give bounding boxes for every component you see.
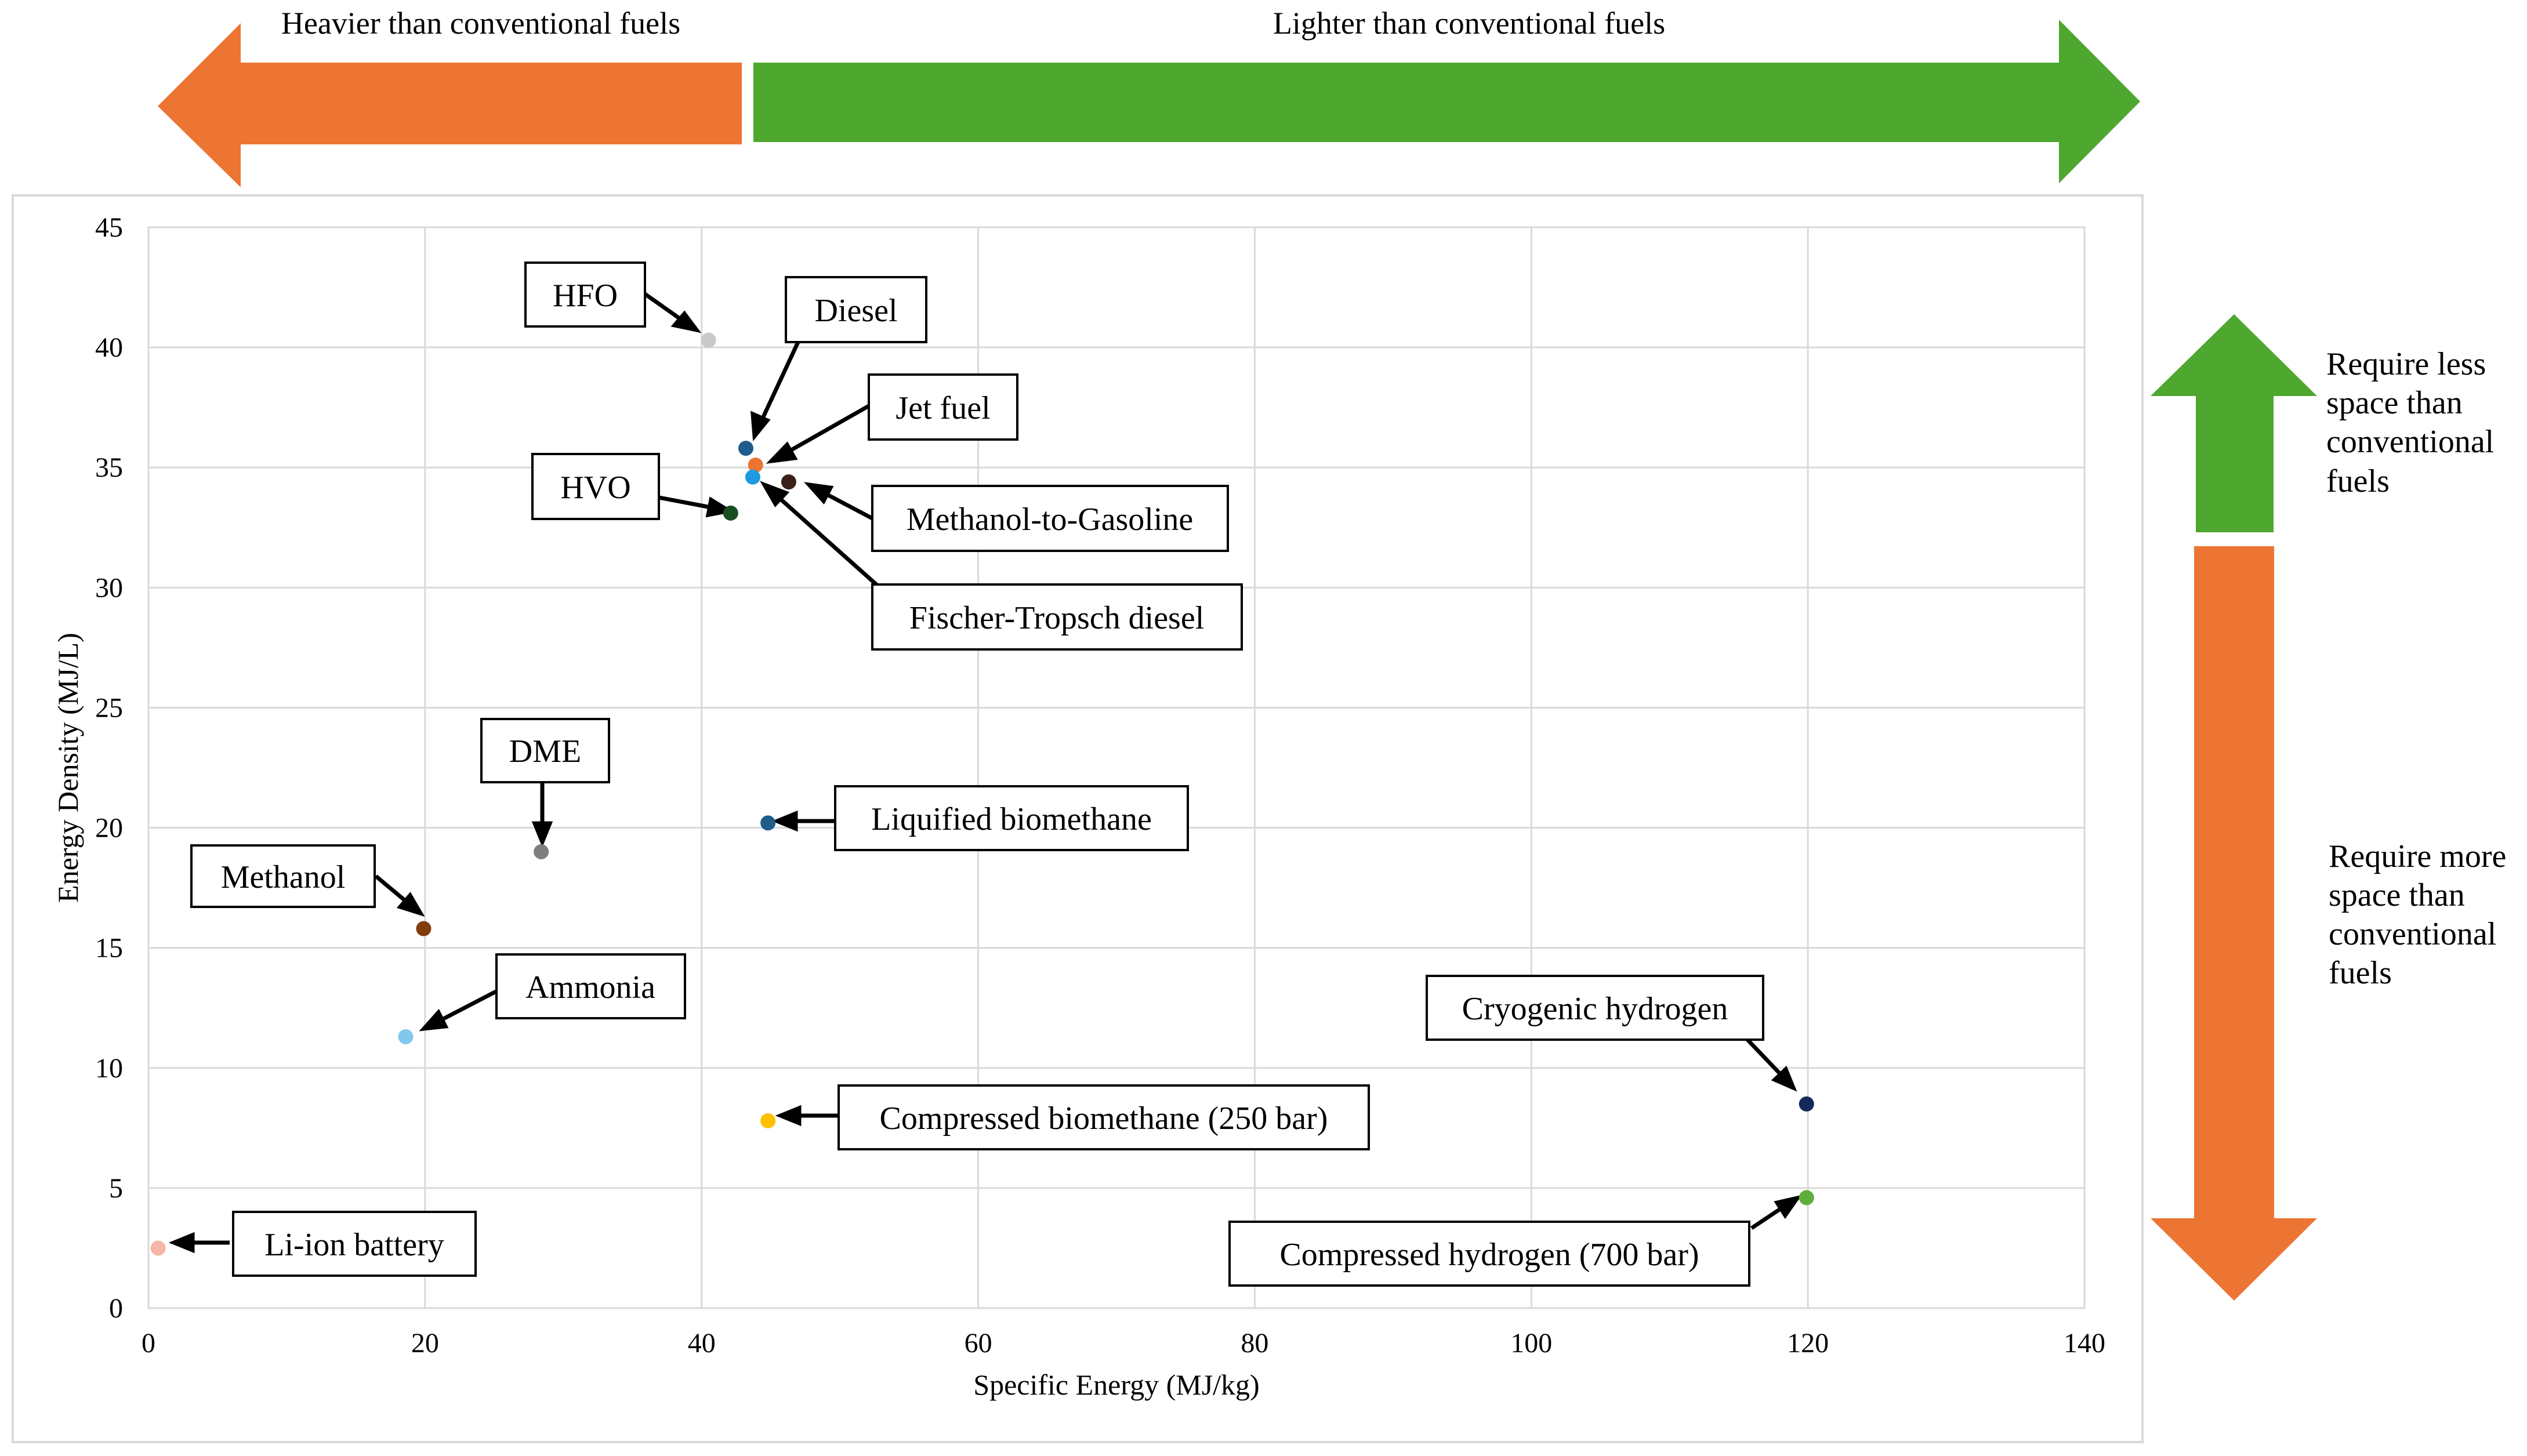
arrow-mtg <box>804 482 873 521</box>
point-liquified-biomethane <box>760 815 776 831</box>
less-space-line-3: conventional <box>2326 424 2494 460</box>
x-tick-label: 40 <box>688 1328 716 1359</box>
arrow-liquified-biomethane <box>771 810 835 832</box>
callout-liquified-biomethane-label: Liquified biomethane <box>871 801 1152 837</box>
callout-ammonia: Ammonia <box>495 953 686 1019</box>
callout-hfo: HFO <box>524 262 646 328</box>
callout-ammonia-label: Ammonia <box>525 970 655 1005</box>
more-space-line-2: space than <box>2329 877 2465 913</box>
side-arrows: Require less space than conventional fue… <box>2151 314 2506 1301</box>
callout-ft-diesel-label: Fischer-Tropsch diesel <box>909 600 1205 636</box>
point-li-ion-battery <box>150 1240 166 1256</box>
callout-mtg-label: Methanol-to-Gasoline <box>907 502 1194 538</box>
point-diesel <box>738 441 754 456</box>
callout-li-ion-battery: Li-ion battery <box>232 1211 477 1277</box>
y-tick-label: 40 <box>95 332 123 363</box>
callout-compressed-biomethane: Compressed biomethane (250 bar) <box>838 1084 1370 1150</box>
arrow-hfo <box>643 292 702 333</box>
arrow-cryogenic-hydrogen <box>1745 1037 1797 1092</box>
y-axis-label: Energy Density (MJ/L) <box>52 633 84 903</box>
point-jet-fuel <box>748 458 763 473</box>
callout-cryogenic-hydrogen: Cryogenic hydrogen <box>1426 975 1764 1041</box>
y-tick-label: 15 <box>95 933 123 964</box>
x-tick-label: 100 <box>1510 1328 1552 1359</box>
data-points <box>150 332 1814 1256</box>
y-tick-label: 5 <box>109 1173 123 1204</box>
callout-compressed-hydrogen-label: Compressed hydrogen (700 bar) <box>1279 1237 1699 1273</box>
y-tick-label: 45 <box>95 212 123 243</box>
arrow-diesel <box>751 341 800 441</box>
less-space-line-1: Require less <box>2326 346 2486 382</box>
y-tick-label: 0 <box>109 1293 123 1324</box>
x-axis-label: Specific Energy (MJ/kg) <box>973 1368 1259 1401</box>
callouts: HFO Diesel Jet fuel Methanol-to-Gasoline… <box>190 262 1764 1287</box>
point-cryogenic-hydrogen <box>1799 1096 1814 1112</box>
y-tick-label: 10 <box>95 1053 123 1084</box>
callout-methanol: Methanol <box>190 844 376 908</box>
y-tick-label: 20 <box>95 813 123 844</box>
heavier-arrow <box>158 23 742 187</box>
arrow-compressed-biomethane <box>775 1105 838 1127</box>
less-space-line-4: fuels <box>2326 463 2390 499</box>
arrow-jet-fuel <box>766 404 870 464</box>
y-tick-label: 25 <box>95 692 123 723</box>
callout-dme-label: DME <box>509 734 581 769</box>
arrow-ammonia <box>419 989 497 1032</box>
point-compressed-hydrogen-700-bar <box>1799 1190 1814 1206</box>
more-space-line-3: conventional <box>2329 916 2496 952</box>
arrow-li-ion-battery <box>168 1232 230 1254</box>
callout-mtg: Methanol-to-Gasoline <box>871 485 1229 552</box>
y-tick-label: 35 <box>95 452 123 483</box>
callout-compressed-biomethane-label: Compressed biomethane (250 bar) <box>880 1101 1328 1137</box>
less-space-label: Require less space than conventional fue… <box>2326 346 2494 499</box>
lighter-label: Lighter than conventional fuels <box>1273 6 1665 41</box>
callout-ft-diesel: Fischer-Tropsch diesel <box>871 583 1243 651</box>
y-axis-ticks: 0 5 10 15 20 25 30 35 40 45 <box>95 212 123 1324</box>
x-tick-label: 0 <box>142 1328 155 1359</box>
callout-hvo: HVO <box>531 453 660 520</box>
arrow-dme <box>531 782 553 848</box>
point-fischer-tropsch-diesel <box>745 469 760 485</box>
callout-diesel: Diesel <box>785 276 927 343</box>
lighter-arrow <box>753 20 2140 183</box>
top-arrows: Heavier than conventional fuels Lighter … <box>158 6 2140 187</box>
less-space-line-2: space than <box>2326 385 2463 421</box>
x-tick-label: 80 <box>1241 1328 1268 1359</box>
point-methanol-to-gasoline <box>781 474 796 490</box>
callout-li-ion-battery-label: Li-ion battery <box>264 1227 444 1263</box>
more-space-line-1: Require more <box>2329 838 2506 874</box>
callout-hfo-label: HFO <box>553 278 618 314</box>
point-compressed-biomethane-250-bar <box>760 1113 776 1128</box>
heavier-label: Heavier than conventional fuels <box>281 6 680 41</box>
x-tick-label: 120 <box>1787 1328 1829 1359</box>
x-tick-label: 140 <box>2064 1328 2105 1359</box>
callout-hvo-label: HVO <box>560 470 630 506</box>
arrow-compressed-hydrogen <box>1750 1194 1803 1230</box>
x-tick-label: 20 <box>411 1328 439 1359</box>
callout-jet-fuel: Jet fuel <box>868 373 1018 441</box>
point-methanol <box>416 921 432 936</box>
x-tick-label: 60 <box>965 1328 992 1359</box>
point-dme <box>534 844 549 859</box>
more-space-label: Require more space than conventional fue… <box>2329 838 2506 991</box>
x-axis-ticks: 0 20 40 60 80 100 120 140 <box>142 1328 2105 1359</box>
y-tick-label: 30 <box>95 572 123 603</box>
callout-cryogenic-hydrogen-label: Cryogenic hydrogen <box>1462 991 1728 1027</box>
less-space-arrow <box>2151 314 2317 532</box>
point-ammonia <box>398 1029 414 1044</box>
callout-liquified-biomethane: Liquified biomethane <box>834 785 1189 851</box>
point-hfo <box>701 332 716 348</box>
callout-dme: DME <box>480 718 610 783</box>
callout-diesel-label: Diesel <box>814 293 897 329</box>
arrow-methanol <box>374 874 425 917</box>
point-hvo <box>723 505 738 521</box>
more-space-arrow <box>2151 546 2317 1301</box>
callout-compressed-hydrogen: Compressed hydrogen (700 bar) <box>1228 1221 1750 1287</box>
callout-methanol-label: Methanol <box>221 859 346 895</box>
more-space-line-4: fuels <box>2329 955 2392 991</box>
callout-jet-fuel-label: Jet fuel <box>895 390 990 426</box>
